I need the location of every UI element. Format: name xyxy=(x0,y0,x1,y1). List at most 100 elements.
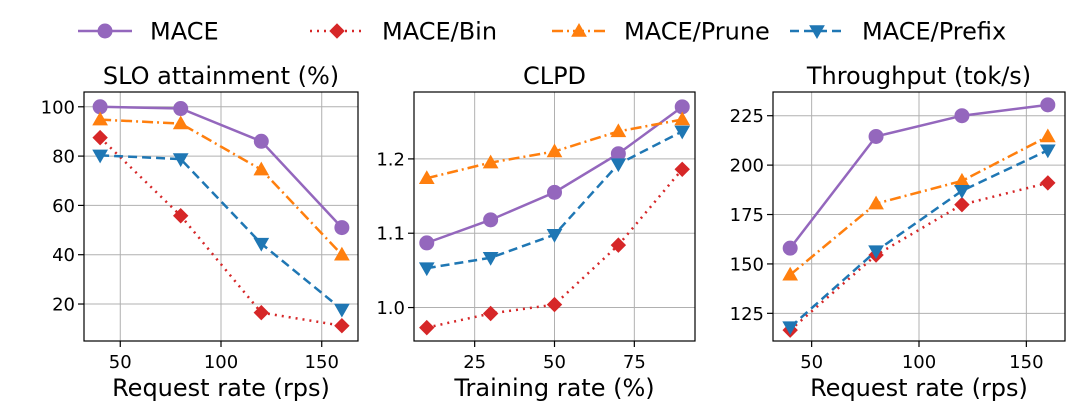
data-point xyxy=(418,262,435,277)
y-tick-label: 125 xyxy=(730,304,764,325)
y-tick-label: 20 xyxy=(52,295,75,316)
data-point xyxy=(253,304,270,321)
y-tick-label: 1.1 xyxy=(376,224,405,245)
series-line xyxy=(789,135,1049,276)
x-tick-label: 50 xyxy=(800,352,823,373)
chart-panel-clpd: 25 50 75 1.0 1.1 1.2 CLPD Training rate (%) xyxy=(376,62,696,402)
x-tick-label: 25 xyxy=(463,352,486,373)
chart-panel-slo-attainment: 50 100 150 20 40 60 80 100 SLO attainment (%) Req… xyxy=(41,62,359,402)
series-mace-prune xyxy=(92,111,350,261)
data-point xyxy=(610,237,627,253)
data-point xyxy=(782,321,799,336)
data-point xyxy=(1040,97,1056,113)
chart-title: CLPD xyxy=(523,62,586,90)
data-point xyxy=(418,170,435,184)
chart-title: Throughput (tok/s) xyxy=(806,62,1031,90)
series-line xyxy=(100,118,343,256)
x-tick-label: 50 xyxy=(543,352,566,373)
legend-entry-mace-bin: MACE/Bin xyxy=(310,18,497,46)
data-point xyxy=(482,154,499,169)
x-tick-label: 50 xyxy=(109,352,132,373)
y-tick-label: 1.0 xyxy=(376,298,405,319)
data-point xyxy=(419,319,435,336)
legend-label: MACE/Bin xyxy=(382,18,497,46)
series-mace-prune xyxy=(418,111,691,184)
y-tick-label: 200 xyxy=(730,156,764,177)
series-mace-bin xyxy=(92,129,350,334)
y-tick-label: 40 xyxy=(52,245,75,266)
data-point xyxy=(253,237,270,252)
series-mace-prefix xyxy=(418,125,691,277)
data-point xyxy=(92,149,108,164)
y-tick-label: 1.2 xyxy=(376,149,405,170)
data-point xyxy=(782,266,799,281)
x-tick-label: 150 xyxy=(305,352,339,373)
y-tick-label: 60 xyxy=(52,196,75,217)
data-point xyxy=(546,296,563,313)
data-point xyxy=(483,212,499,228)
legend-entry-mace: MACE xyxy=(78,18,219,46)
data-point xyxy=(92,129,108,146)
data-point xyxy=(868,128,884,144)
data-point xyxy=(1039,128,1056,143)
data-point xyxy=(674,125,691,140)
data-point xyxy=(172,153,189,168)
legend-marker xyxy=(97,23,113,39)
legend-label: MACE/Prefix xyxy=(862,18,1006,46)
data-point xyxy=(253,161,270,176)
series-mace xyxy=(782,97,1056,256)
data-point xyxy=(868,245,884,260)
data-point xyxy=(334,318,350,334)
data-point xyxy=(674,161,690,178)
x-tick-label: 100 xyxy=(902,352,936,373)
chart-panels: 50 100 150 20 40 60 80 100 SLO attainment (%) Req… xyxy=(41,62,1066,402)
y-tick-label: 175 xyxy=(730,205,764,226)
legend-marker xyxy=(809,25,825,40)
series-mace xyxy=(419,99,690,251)
x-tick-label: 75 xyxy=(623,352,646,373)
data-point xyxy=(868,195,884,210)
series-line xyxy=(100,105,343,229)
series-line xyxy=(789,103,1048,249)
legend-entry-mace-prune: MACE/Prune xyxy=(552,18,770,46)
legend-entry-mace-prefix: MACE/Prefix xyxy=(790,18,1006,46)
data-point xyxy=(419,235,435,251)
data-point xyxy=(954,196,970,213)
y-tick-label: 150 xyxy=(730,254,764,275)
series-mace-prune xyxy=(782,128,1056,281)
data-point xyxy=(92,111,108,126)
data-point xyxy=(674,111,691,126)
x-tick-label: 100 xyxy=(204,352,238,373)
data-point xyxy=(954,185,970,199)
data-point xyxy=(1039,144,1056,159)
y-tick-label: 100 xyxy=(41,97,75,118)
x-axis-label: Request rate (rps) xyxy=(810,374,1028,402)
x-tick-label: 150 xyxy=(1009,352,1043,373)
series-mace xyxy=(92,99,350,236)
data-point xyxy=(482,252,499,266)
data-point xyxy=(546,143,563,158)
legend-label: MACE xyxy=(150,18,219,46)
data-point xyxy=(954,108,970,124)
legend-marker xyxy=(571,22,587,37)
series-line xyxy=(789,149,1049,329)
data-point xyxy=(334,303,350,318)
chart-panel-throughput-tok-s: 50 100 150 125 150 175 200 225 Throughput (tok/s… xyxy=(730,62,1066,402)
y-tick-label: 225 xyxy=(730,106,764,127)
data-point xyxy=(482,305,499,322)
series-line xyxy=(99,136,343,327)
data-point xyxy=(334,246,350,261)
data-point xyxy=(172,115,189,130)
data-point xyxy=(546,228,563,243)
x-axis-label: Training rate (%) xyxy=(453,374,654,402)
series-mace-bin xyxy=(419,161,690,336)
series-line xyxy=(789,181,1049,332)
chart-title: SLO attainment (%) xyxy=(103,62,339,90)
data-point xyxy=(173,101,189,117)
legend-label: MACE/Prune xyxy=(624,18,770,46)
series-mace-prefix xyxy=(782,144,1056,336)
series-line xyxy=(426,168,684,329)
data-point xyxy=(1040,175,1056,191)
x-axis-label: Request rate (rps) xyxy=(112,374,330,402)
